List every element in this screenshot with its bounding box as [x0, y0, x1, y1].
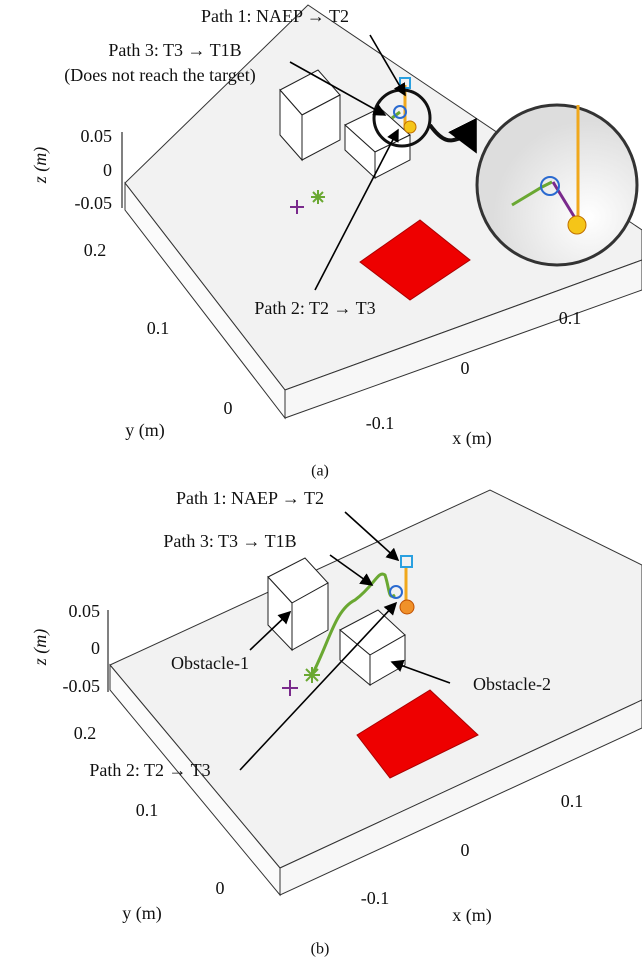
y-axis-label: y (m): [122, 903, 162, 924]
annotation: Path 2: T2 → T3: [89, 760, 210, 780]
y-tick-label: 0: [216, 878, 225, 898]
marker: [404, 121, 416, 133]
z-tick-label: 0.05: [69, 601, 101, 621]
y-axis-label: y (m): [125, 420, 165, 441]
marker: [568, 216, 586, 234]
zoom: [477, 105, 637, 265]
x-axis-label: x (m): [452, 905, 492, 926]
z-tick-label: 0.05: [81, 126, 113, 146]
y-tick-label: 0.2: [84, 240, 107, 260]
caption: (b): [311, 941, 330, 958]
annotation: Obstacle-2: [473, 674, 551, 694]
y-tick-label: 0: [224, 398, 233, 418]
marker: [311, 190, 325, 204]
annotation: Path 3: T3 → T1B: [108, 40, 241, 60]
z-axis-label: z (m): [30, 147, 51, 185]
x-tick-label: 0: [461, 358, 470, 378]
y-tick-label: 0.1: [147, 318, 170, 338]
z-tick-label: -0.05: [63, 676, 101, 696]
panel-a: Path 1: NAEP → T2 Path 3: T3 → T1B (Does…: [30, 5, 642, 480]
figure: Path 1: NAEP → T2 Path 3: T3 → T1B (Does…: [0, 0, 642, 964]
annotation: Path 1: NAEP → T2: [176, 488, 324, 508]
z-axis-label: z (m): [30, 629, 51, 667]
z-tick-label: 0: [103, 160, 112, 180]
annotation: Path 3: T3 → T1B: [163, 531, 296, 551]
annotation: Path 1: NAEP → T2: [201, 6, 349, 26]
annotation: Obstacle-1: [171, 653, 249, 673]
y-tick-label: 0.2: [74, 723, 97, 743]
annotation: Path 2: T2 → T3: [254, 298, 375, 318]
caption: (a): [311, 463, 329, 480]
x-axis-label: x (m): [452, 428, 492, 449]
y-tick-label: 0.1: [136, 800, 159, 820]
panel-b: Path 1: NAEP → T2 Path 3: T3 → T1B Obsta…: [30, 488, 642, 958]
x-tick-label: 0: [461, 840, 470, 860]
x-tick-label: 0.1: [559, 308, 582, 328]
x-tick-label: -0.1: [366, 413, 395, 433]
z-tick-label: -0.05: [75, 193, 113, 213]
x-tick-label: -0.1: [361, 888, 390, 908]
x-tick-label: 0.1: [561, 791, 584, 811]
marker: [400, 600, 414, 614]
annotation: (Does not reach the target): [64, 65, 256, 86]
z-tick-label: 0: [91, 638, 100, 658]
